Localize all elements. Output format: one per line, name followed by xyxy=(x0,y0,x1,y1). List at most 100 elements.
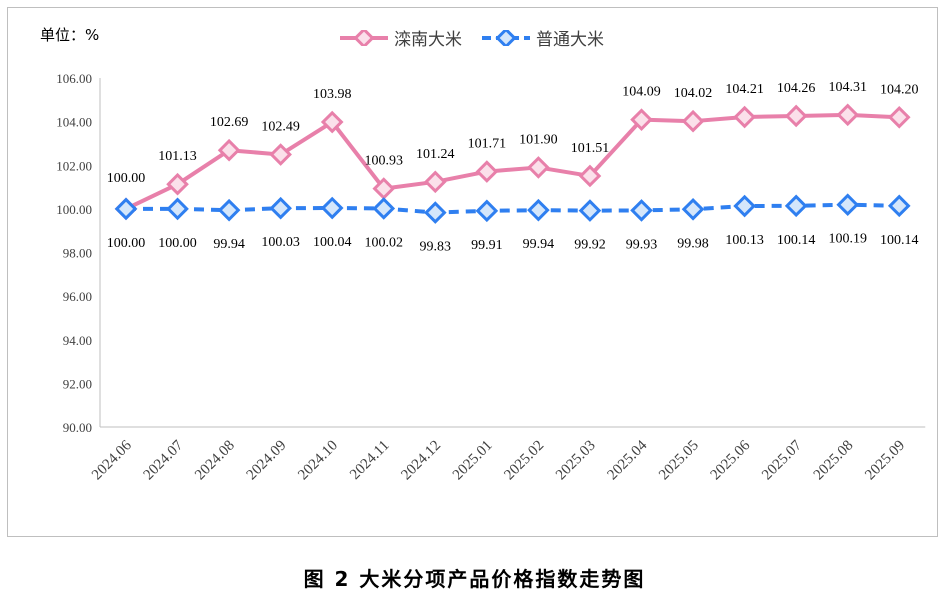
x-tick-label: 2024.10 xyxy=(295,438,341,484)
series-1-data-label: 101.24 xyxy=(416,147,455,162)
series-2-marker xyxy=(887,194,911,218)
series-1-marker xyxy=(372,177,396,200)
legend-label-series-1: 滦南大米 xyxy=(394,30,462,50)
legend-swatch-series-2 xyxy=(482,29,530,46)
y-tick-label: 100.00 xyxy=(56,202,92,217)
series-2-marker xyxy=(166,197,189,221)
series-2-marker xyxy=(784,194,808,218)
series-1-marker xyxy=(630,108,653,131)
x-tick-label: 2025.02 xyxy=(501,438,547,484)
data-labels: 100.00 101.13 102.69 102.49 103.98 100.93 101.… xyxy=(107,80,919,255)
series-1-marker xyxy=(681,109,705,133)
series-2-data-label: 99.92 xyxy=(574,238,606,253)
x-tick-label: 2025.06 xyxy=(708,437,754,483)
y-tick-label: 92.00 xyxy=(63,376,92,391)
series-1-marker xyxy=(475,160,499,183)
legend-swatch-series-1 xyxy=(340,29,388,46)
series-2-marker xyxy=(630,199,653,222)
series-2-marker xyxy=(527,198,550,222)
y-tick-label: 106.00 xyxy=(56,71,92,86)
series-2-marker xyxy=(269,196,292,220)
series-1-marker xyxy=(578,164,602,188)
series-1-marker xyxy=(423,170,447,194)
x-tick-label: 2024.07 xyxy=(141,437,187,483)
x-tick-label: 2025.08 xyxy=(811,438,857,484)
series-1-data-label: 100.93 xyxy=(365,154,404,169)
x-tick-label: 2025.07 xyxy=(759,437,805,483)
x-tick-label: 2024.11 xyxy=(347,438,392,483)
series-2-data-label: 99.98 xyxy=(677,236,709,251)
series-1-data-label: 104.21 xyxy=(725,82,764,97)
series-2-data-label: 100.00 xyxy=(107,236,146,251)
series-2-marker xyxy=(733,194,756,218)
series-1-data-label: 104.20 xyxy=(880,82,919,97)
x-tick-label: 2025.03 xyxy=(553,438,599,484)
series-1-marker xyxy=(836,103,860,127)
series-1-marker xyxy=(217,138,241,162)
series-2-marker xyxy=(372,197,396,220)
series-2-marker xyxy=(475,199,499,223)
y-tick-label: 94.00 xyxy=(63,333,92,348)
series-2-data-label: 99.83 xyxy=(420,240,452,255)
y-tick-label: 90.00 xyxy=(63,420,92,435)
series-2-data-label: 100.14 xyxy=(777,233,816,248)
y-tick-label: 104.00 xyxy=(56,115,92,130)
y-tick-label: 102.00 xyxy=(56,158,92,173)
axes: 90.00 92.00 94.00 96.00 98.00 100.00 102.00 104… xyxy=(56,71,926,484)
unit-label: 单位：% xyxy=(40,26,100,44)
x-tick-label: 2025.01 xyxy=(450,438,496,484)
legend-label-series-2: 普通大米 xyxy=(536,30,604,50)
series-markers xyxy=(114,103,911,224)
figure-caption: 图 2 大米分项产品价格指数走势图 xyxy=(303,567,646,591)
series-lines xyxy=(125,112,900,215)
series-1-marker xyxy=(320,110,344,134)
series-2-data-label: 100.13 xyxy=(725,233,764,248)
x-tick-label: 2025.09 xyxy=(862,438,908,484)
series-1-marker xyxy=(527,156,550,179)
legend-item-series-2: 普通大米 xyxy=(480,25,604,50)
series-2-data-label: 99.91 xyxy=(471,238,503,253)
chart-frame xyxy=(7,7,938,537)
legend-item-series-1: 滦南大米 xyxy=(338,25,462,50)
series-1-data-label: 104.26 xyxy=(777,81,816,96)
series-1-data-label: 104.31 xyxy=(828,80,867,95)
series-line-1 xyxy=(125,112,900,211)
series-1-data-label: 104.09 xyxy=(622,85,661,100)
series-2-data-label: 100.00 xyxy=(158,236,197,251)
series-2-marker xyxy=(320,196,344,220)
x-tick-label: 2024.09 xyxy=(244,438,290,484)
series-1-data-label: 102.69 xyxy=(210,115,249,130)
series-1-data-label: 101.90 xyxy=(519,132,558,147)
x-tick-label: 2024.08 xyxy=(192,438,238,484)
series-2-marker xyxy=(681,197,705,221)
series-2-data-label: 99.94 xyxy=(523,237,555,252)
series-2-marker xyxy=(114,197,138,221)
series-2-data-label: 100.19 xyxy=(828,232,867,247)
series-2-data-label: 99.93 xyxy=(626,237,658,252)
series-1-data-label: 101.51 xyxy=(571,141,610,156)
line-chart: 90.00 92.00 94.00 96.00 98.00 100.00 102.00 104… xyxy=(56,71,926,484)
series-1-data-label: 104.02 xyxy=(674,86,713,101)
series-2-data-label: 100.04 xyxy=(313,235,352,250)
series-1-data-label: 101.13 xyxy=(158,149,197,164)
series-2-marker xyxy=(578,199,602,222)
x-tick-label: 2024.12 xyxy=(398,438,444,484)
series-1-data-label: 101.71 xyxy=(468,137,507,152)
series-2-data-label: 100.02 xyxy=(365,235,404,250)
x-tick-label: 2024.06 xyxy=(89,437,135,483)
series-1-marker xyxy=(733,105,756,129)
series-1-data-label: 103.98 xyxy=(313,87,352,102)
series-1-marker xyxy=(269,143,292,166)
series-1-marker xyxy=(784,104,808,128)
series-2-data-label: 100.03 xyxy=(261,235,300,250)
series-2-data-label: 99.94 xyxy=(213,237,245,252)
y-tick-label: 98.00 xyxy=(63,246,92,261)
series-1-data-label: 102.49 xyxy=(261,120,300,135)
series-2-marker xyxy=(217,198,241,222)
series-2-marker xyxy=(836,193,860,217)
series-2-data-label: 100.14 xyxy=(880,233,919,248)
x-tick-label: 2025.04 xyxy=(605,437,651,483)
x-tick-label: 2025.05 xyxy=(656,438,702,484)
series-1-marker xyxy=(887,105,911,129)
series-line-2 xyxy=(126,202,900,215)
